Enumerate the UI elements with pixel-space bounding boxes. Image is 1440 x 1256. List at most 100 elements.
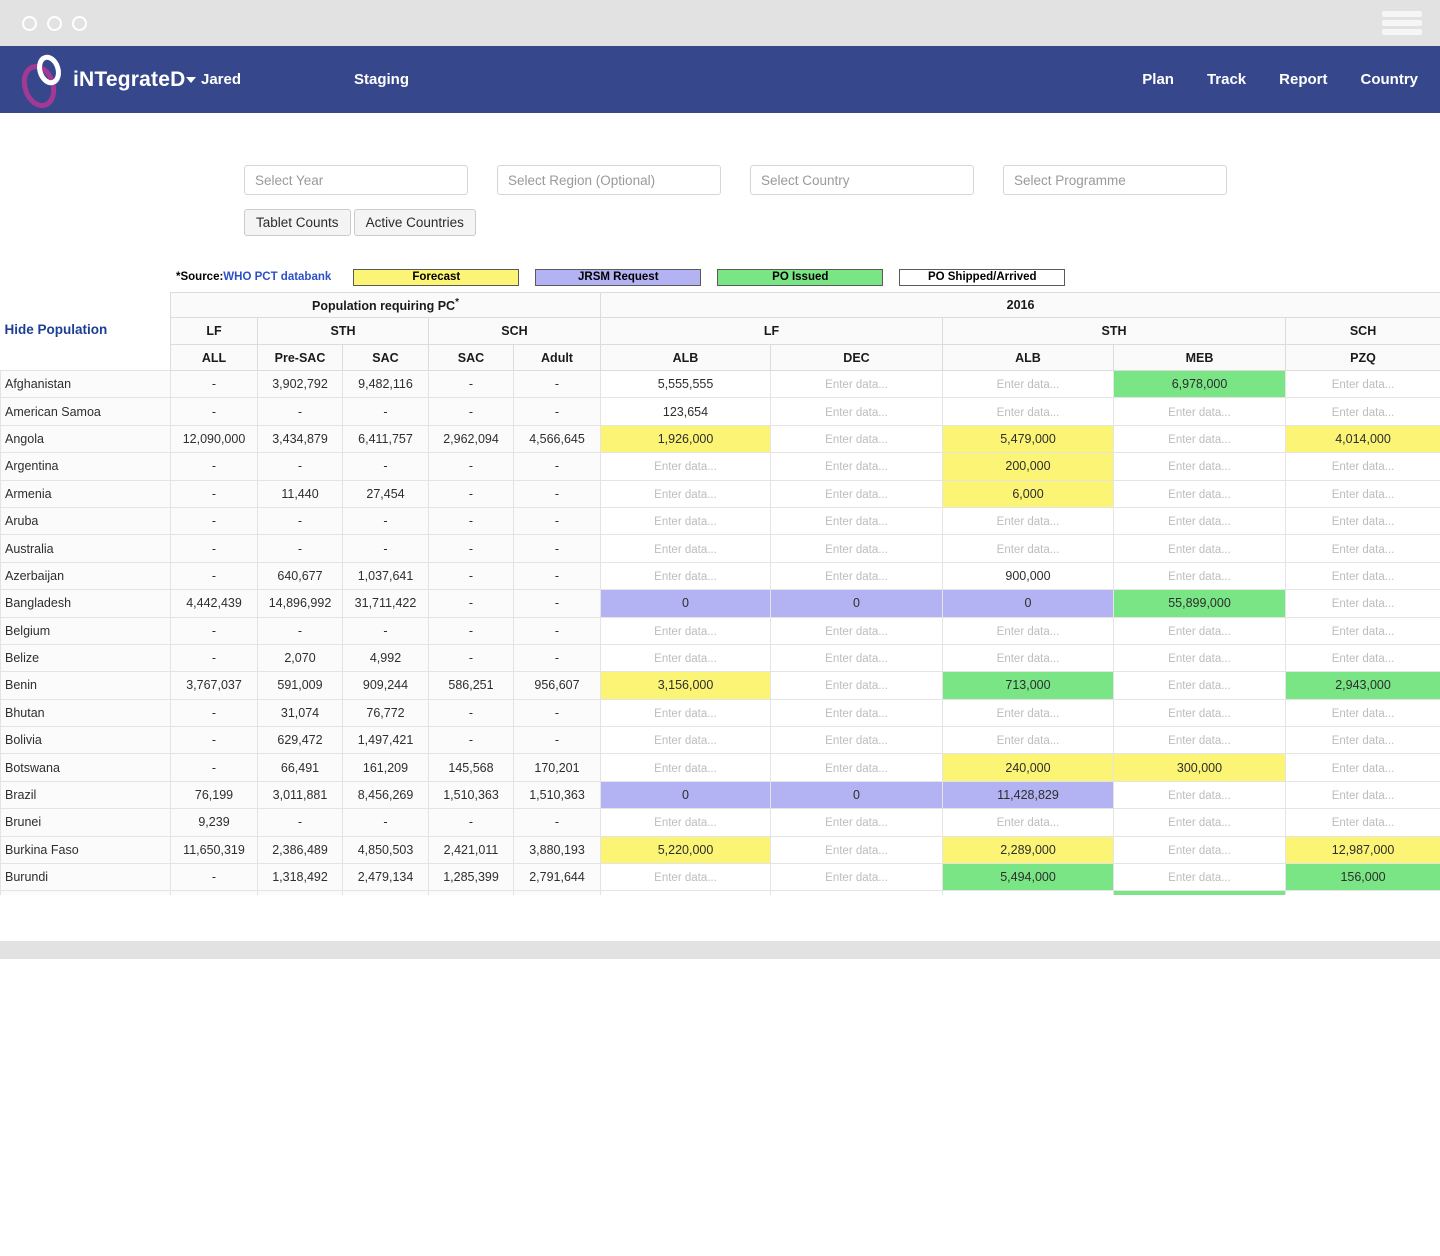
data-entry-cell[interactable]: Enter data...: [942, 808, 1114, 837]
data-entry-cell[interactable]: Enter data...: [1113, 671, 1286, 700]
data-entry-cell[interactable]: Enter data...: [600, 506, 771, 536]
data-entry-cell[interactable]: Enter data...: [1284, 698, 1440, 728]
data-entry-cell[interactable]: Enter data...: [1284, 726, 1440, 755]
data-entry-cell[interactable]: Enter data...: [1113, 397, 1286, 426]
data-entry-cell[interactable]: [1113, 890, 1286, 895]
data-entry-cell[interactable]: 5,555,555: [600, 369, 771, 399]
data-entry-cell[interactable]: Enter data...: [770, 890, 943, 895]
data-entry-cell[interactable]: Enter data...: [770, 616, 943, 645]
data-entry-cell[interactable]: Enter data...: [600, 643, 771, 673]
data-entry-cell[interactable]: Enter data...: [600, 452, 771, 481]
data-entry-cell[interactable]: Enter data...: [1113, 643, 1286, 673]
data-entry-cell[interactable]: Enter data...: [1113, 698, 1286, 728]
data-entry-cell[interactable]: 2,289,000: [942, 835, 1114, 865]
data-entry-cell[interactable]: Enter data...: [942, 534, 1114, 563]
select-year-input[interactable]: Select Year: [244, 165, 468, 195]
data-entry-cell[interactable]: Enter data...: [1113, 452, 1286, 481]
data-entry-cell[interactable]: Enter data...: [1284, 780, 1440, 810]
data-entry-cell[interactable]: 12,987,000: [1284, 835, 1440, 865]
data-entry-cell[interactable]: Enter data...: [942, 369, 1114, 399]
data-entry-cell[interactable]: 156,000: [1284, 863, 1440, 892]
data-entry-cell[interactable]: Enter data...: [770, 698, 943, 728]
brand[interactable]: iNTegrateD: [18, 46, 185, 113]
data-entry-cell[interactable]: Enter data...: [770, 479, 943, 508]
data-entry-cell[interactable]: Enter data...: [1284, 369, 1440, 399]
data-entry-cell[interactable]: Enter data...: [1113, 726, 1286, 755]
data-entry-cell[interactable]: 0: [770, 780, 943, 810]
data-entry-cell[interactable]: Enter data...: [600, 561, 771, 591]
data-entry-cell[interactable]: Enter data...: [770, 506, 943, 536]
data-entry-cell[interactable]: 1,926,000: [600, 424, 771, 454]
data-entry-cell[interactable]: 4,014,000: [1284, 424, 1440, 454]
data-entry-cell[interactable]: Enter data...: [770, 835, 943, 865]
data-entry-cell[interactable]: Enter data...: [1284, 534, 1440, 563]
data-entry-cell[interactable]: Enter data...: [600, 890, 771, 895]
data-table-container[interactable]: Hide Population Population requiring PC*…: [0, 292, 1440, 895]
data-entry-cell[interactable]: 900,000: [942, 561, 1114, 591]
data-entry-cell[interactable]: Enter data...: [1284, 506, 1440, 536]
user-menu[interactable]: Jared: [186, 46, 241, 113]
window-close-icon[interactable]: [22, 16, 37, 31]
data-entry-cell[interactable]: Enter data...: [600, 753, 771, 782]
data-entry-cell[interactable]: Enter data...: [1284, 643, 1440, 673]
data-entry-cell[interactable]: Enter data...: [770, 808, 943, 837]
data-entry-cell[interactable]: 0: [600, 589, 771, 618]
data-entry-cell[interactable]: Enter data...: [1284, 397, 1440, 426]
data-entry-cell[interactable]: Enter data...: [1113, 534, 1286, 563]
data-entry-cell[interactable]: Enter data...: [1113, 561, 1286, 591]
data-entry-cell[interactable]: Enter data...: [942, 698, 1114, 728]
data-entry-cell[interactable]: Enter data...: [770, 534, 943, 563]
window-maximize-icon[interactable]: [72, 16, 87, 31]
data-entry-cell[interactable]: Enter data...: [1113, 616, 1286, 645]
select-programme-input[interactable]: Select Programme: [1003, 165, 1227, 195]
data-entry-cell[interactable]: Enter data...: [600, 863, 771, 892]
data-entry-cell[interactable]: Enter data...: [600, 698, 771, 728]
data-entry-cell[interactable]: Enter data...: [1284, 890, 1440, 895]
data-entry-cell[interactable]: Enter data...: [942, 397, 1114, 426]
data-entry-cell[interactable]: Enter data...: [770, 397, 943, 426]
window-minimize-icon[interactable]: [47, 16, 62, 31]
nav-link-report[interactable]: Report: [1279, 71, 1328, 88]
data-entry-cell[interactable]: Enter data...: [770, 863, 943, 892]
select-region-input[interactable]: Select Region (Optional): [497, 165, 721, 195]
data-entry-cell[interactable]: 240,000: [942, 753, 1114, 782]
data-entry-cell[interactable]: 6,978,000: [1113, 369, 1286, 399]
tablet-counts-button[interactable]: Tablet Counts: [244, 209, 351, 236]
data-entry-cell[interactable]: Enter data...: [770, 369, 943, 399]
data-entry-cell[interactable]: Enter data...: [942, 726, 1114, 755]
data-entry-cell[interactable]: 11,428,829: [942, 780, 1114, 810]
data-entry-cell[interactable]: Enter data...: [1284, 808, 1440, 837]
data-entry-cell[interactable]: Enter data...: [600, 616, 771, 645]
data-entry-cell[interactable]: Enter data...: [1284, 753, 1440, 782]
data-entry-cell[interactable]: Enter data...: [1113, 808, 1286, 837]
data-entry-cell[interactable]: Enter data...: [600, 726, 771, 755]
hide-population-link[interactable]: Hide Population: [4, 322, 108, 338]
data-entry-cell[interactable]: 3,156,000: [600, 671, 771, 700]
data-entry-cell[interactable]: Enter data...: [770, 753, 943, 782]
data-entry-cell[interactable]: 200,000: [942, 452, 1114, 481]
data-entry-cell[interactable]: Enter data...: [1284, 452, 1440, 481]
select-country-input[interactable]: Select Country: [750, 165, 974, 195]
data-entry-cell[interactable]: 0: [770, 589, 943, 618]
data-entry-cell[interactable]: Enter data...: [1113, 424, 1286, 454]
data-entry-cell[interactable]: Enter data...: [1113, 780, 1286, 810]
data-entry-cell[interactable]: Enter data...: [600, 534, 771, 563]
hamburger-menu-icon[interactable]: [1382, 11, 1422, 35]
data-entry-cell[interactable]: 2,943,000: [1284, 671, 1440, 700]
data-entry-cell[interactable]: 5,220,000: [600, 835, 771, 865]
data-entry-cell[interactable]: Enter data...: [1284, 479, 1440, 508]
data-entry-cell[interactable]: Enter data...: [1284, 589, 1440, 618]
data-entry-cell[interactable]: 0: [600, 780, 771, 810]
data-entry-cell[interactable]: Enter data...: [770, 671, 943, 700]
nav-link-plan[interactable]: Plan: [1142, 71, 1174, 88]
data-entry-cell[interactable]: Enter data...: [1113, 506, 1286, 536]
data-entry-cell[interactable]: 300,000: [1113, 753, 1286, 782]
data-entry-cell[interactable]: 5,494,000: [942, 863, 1114, 892]
data-entry-cell[interactable]: Enter data...: [1113, 835, 1286, 865]
data-entry-cell[interactable]: Enter data...: [1284, 616, 1440, 645]
source-link[interactable]: WHO PCT databank: [223, 271, 332, 283]
data-entry-cell[interactable]: Enter data...: [942, 616, 1114, 645]
data-entry-cell[interactable]: Enter data...: [600, 808, 771, 837]
nav-link-country[interactable]: Country: [1360, 71, 1419, 88]
data-entry-cell[interactable]: Enter data...: [770, 643, 943, 673]
